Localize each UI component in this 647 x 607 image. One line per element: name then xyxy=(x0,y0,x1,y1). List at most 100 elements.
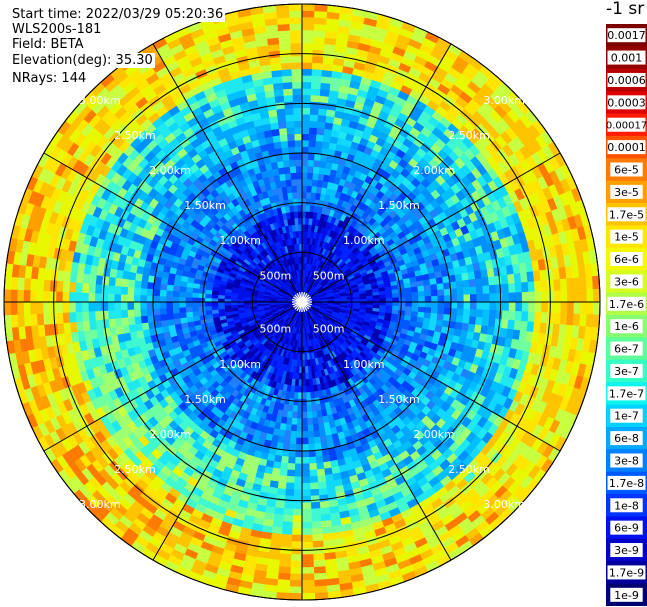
beta-cell xyxy=(411,301,419,308)
beta-cell xyxy=(310,508,321,516)
beta-cell xyxy=(281,521,293,529)
beta-cell xyxy=(285,120,295,129)
beta-cell xyxy=(278,468,288,477)
beta-cell xyxy=(475,285,484,295)
beta-cell xyxy=(301,197,307,206)
beta-cell xyxy=(305,392,311,400)
beta-cell xyxy=(88,283,96,294)
beta-cell xyxy=(309,120,319,129)
beta-cell xyxy=(284,172,292,181)
beta-cell xyxy=(431,295,439,303)
beta-cell xyxy=(301,107,311,115)
beta-cell xyxy=(166,312,174,321)
beta-cell xyxy=(100,301,109,312)
beta-cell xyxy=(146,288,154,296)
beta-cell xyxy=(435,276,444,285)
beta-cell xyxy=(482,285,491,295)
beta-cell xyxy=(316,120,327,129)
beta-cell xyxy=(316,468,326,477)
beta-cell xyxy=(288,152,297,161)
beta-cell xyxy=(305,379,310,387)
beta-cell xyxy=(301,411,308,419)
beta-cell xyxy=(443,288,452,297)
beta-cell xyxy=(297,398,303,407)
beta-cell xyxy=(411,306,419,313)
beta-cell xyxy=(310,404,317,413)
beta-cell xyxy=(172,295,180,303)
beta-cell xyxy=(282,442,290,451)
beta-cell xyxy=(296,405,303,413)
beta-cell xyxy=(301,385,307,394)
beta-cell xyxy=(309,475,319,484)
beta-cell xyxy=(301,405,308,413)
beta-cell xyxy=(293,120,303,128)
beta-cell xyxy=(301,159,309,167)
beta-cell xyxy=(398,297,407,303)
beta-cell xyxy=(306,404,312,413)
beta-cell xyxy=(139,308,148,317)
beta-cell xyxy=(410,286,419,293)
beta-cell xyxy=(385,293,393,299)
beta-cell xyxy=(185,291,193,298)
beta-cell xyxy=(276,160,285,169)
beta-cell xyxy=(301,476,311,484)
beta-cell xyxy=(292,198,299,206)
beta-cell xyxy=(405,301,413,308)
beta-cell xyxy=(398,301,407,307)
beta-cell xyxy=(304,372,310,381)
beta-cell xyxy=(297,392,303,400)
beta-cell xyxy=(81,301,89,312)
beta-cell xyxy=(301,81,312,89)
beta-cell xyxy=(301,210,307,219)
beta-cell xyxy=(172,307,180,314)
beta-cell xyxy=(521,301,530,313)
beta-cell xyxy=(296,191,303,199)
beta-cell xyxy=(307,172,314,180)
beta-cell xyxy=(296,411,303,419)
beta-cell xyxy=(120,285,129,295)
beta-cell xyxy=(152,288,161,297)
beta-cell xyxy=(437,307,445,315)
beta-cell xyxy=(301,185,308,193)
beta-cell xyxy=(286,126,296,135)
beta-cell xyxy=(463,301,471,310)
beta-cell xyxy=(291,411,298,419)
beta-cell xyxy=(508,292,517,303)
beta-cell xyxy=(468,316,477,326)
beta-cell xyxy=(292,508,303,517)
beta-cell xyxy=(290,172,297,180)
beta-cell xyxy=(411,296,419,303)
beta-cell xyxy=(482,293,491,303)
beta-cell xyxy=(296,418,303,426)
beta-cell xyxy=(282,514,294,523)
beta-cell xyxy=(308,126,318,135)
beta-cell xyxy=(160,319,169,328)
beta-cell xyxy=(312,430,321,438)
beta-cell xyxy=(313,159,321,168)
beta-cell xyxy=(495,310,503,320)
beta-cell xyxy=(301,489,311,497)
beta-cell xyxy=(297,379,303,387)
beta-cell xyxy=(297,197,303,206)
beta-cell xyxy=(280,140,289,149)
beta-cell xyxy=(431,301,439,309)
beta-cell xyxy=(307,165,315,174)
beta-cell xyxy=(301,191,308,199)
beta-cell xyxy=(294,139,303,148)
beta-cell xyxy=(475,277,484,288)
beta-cell xyxy=(502,301,510,312)
beta-cell xyxy=(285,179,293,187)
beta-cell xyxy=(481,317,490,327)
beta-cell xyxy=(279,462,289,471)
beta-cell xyxy=(310,397,316,406)
beta-cell xyxy=(94,301,102,312)
beta-cell xyxy=(521,311,529,323)
beta-cell xyxy=(301,508,312,517)
beta-cell xyxy=(301,444,309,452)
beta-cell xyxy=(488,284,497,295)
beta-cell xyxy=(296,178,303,186)
beta-cell xyxy=(293,476,303,484)
beta-cell xyxy=(392,297,400,303)
beta-cell xyxy=(301,495,312,504)
